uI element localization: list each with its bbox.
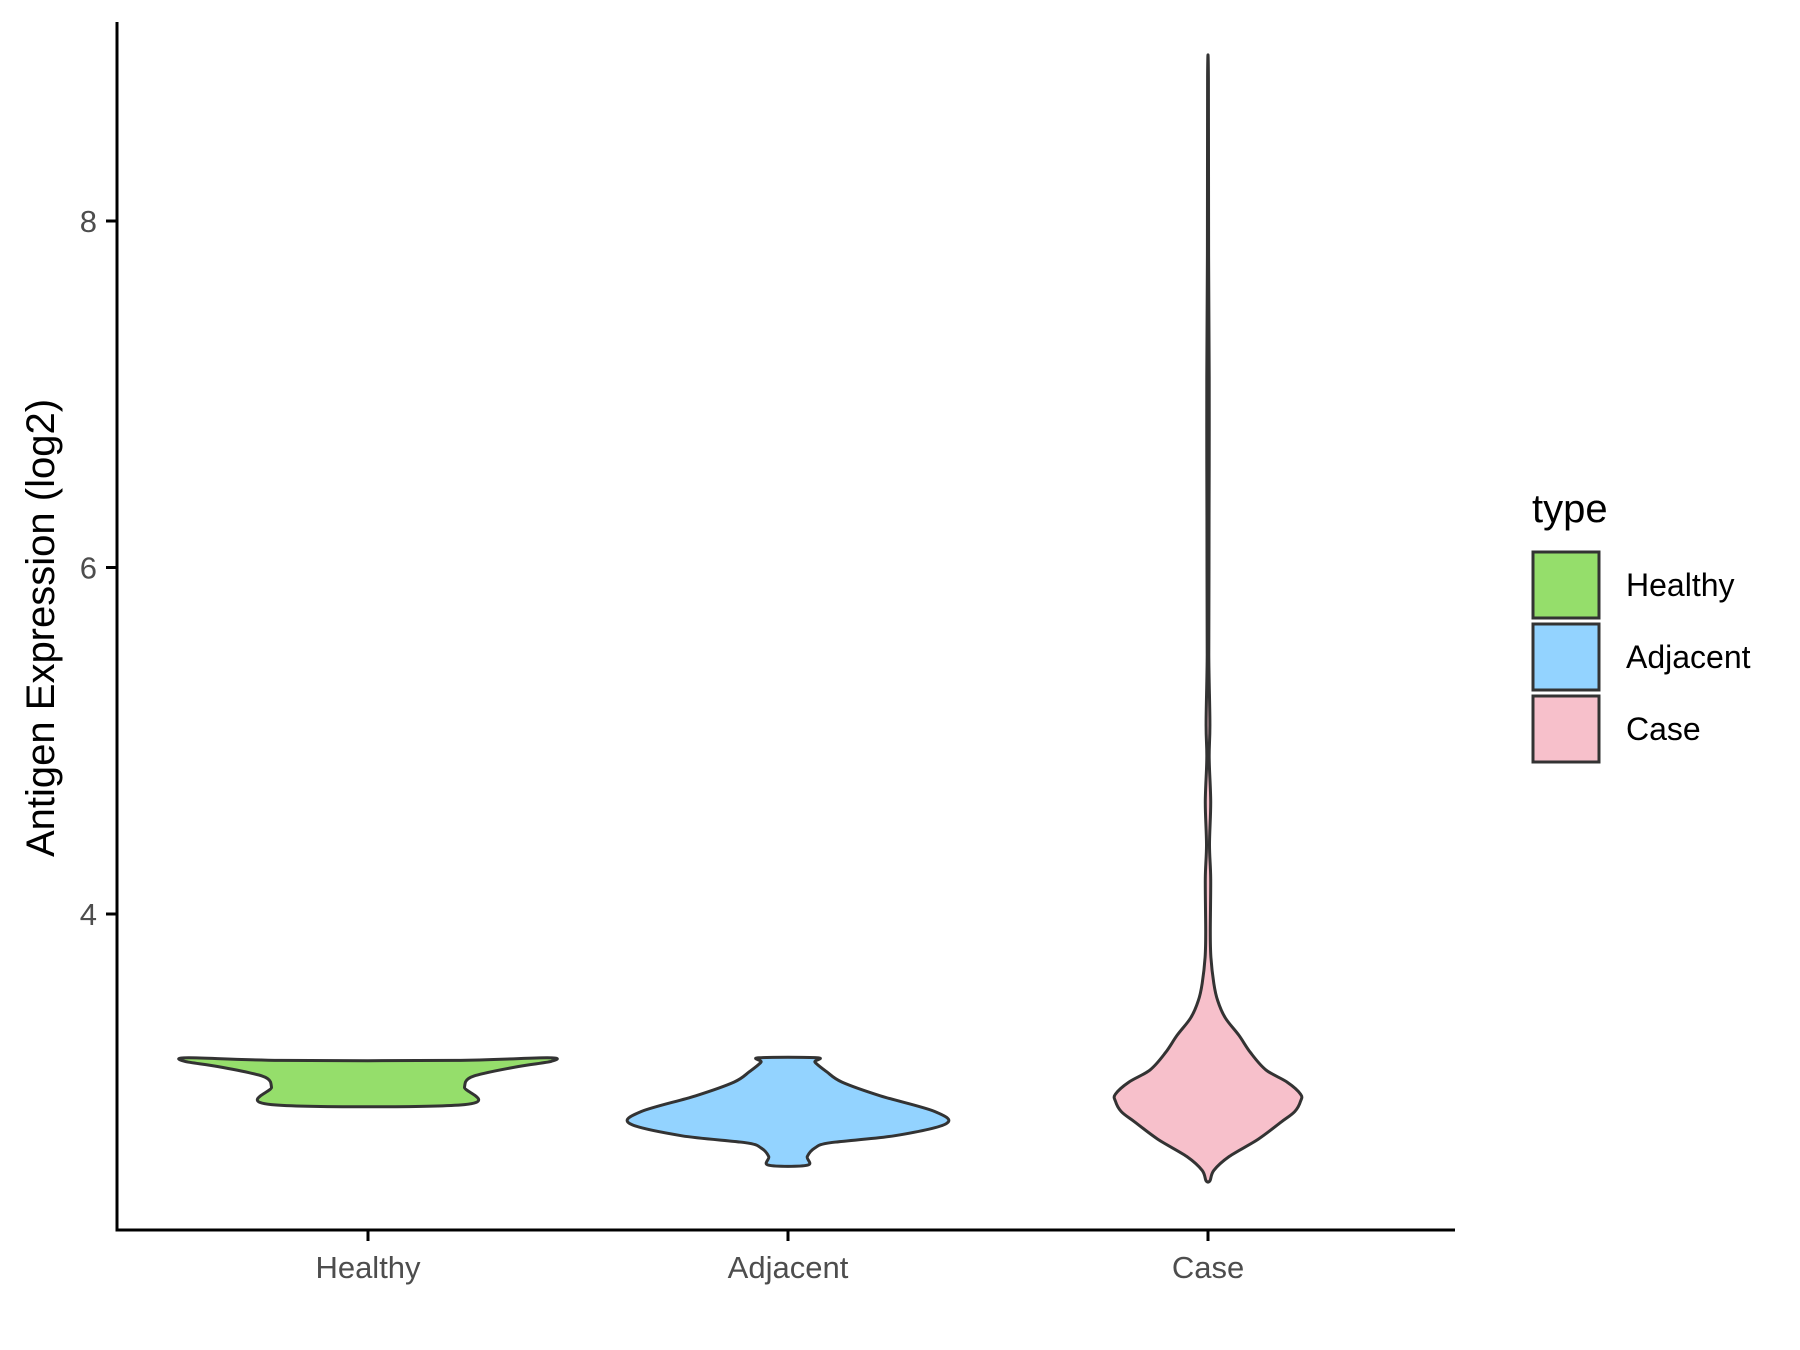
y-axis-ticks: 4 6 8 (80, 204, 117, 932)
legend-label: Healthy (1626, 567, 1735, 603)
violins-layer (177, 53, 1304, 1184)
y-tick-label: 4 (80, 897, 97, 932)
violin-adjacent (625, 1055, 951, 1168)
legend-key-adjacent (1531, 622, 1601, 692)
legend-title: type (1532, 487, 1608, 531)
legend: type Healthy Adjacent Case (1531, 487, 1751, 764)
x-tick-label: Healthy (315, 1250, 421, 1285)
violin-healthy (177, 1056, 559, 1109)
legend-label: Case (1626, 711, 1701, 747)
x-axis-ticks: Healthy Adjacent Case (315, 1230, 1244, 1285)
legend-key-healthy (1531, 550, 1601, 620)
legend-entries: Healthy Adjacent Case (1531, 550, 1751, 764)
legend-label: Adjacent (1626, 639, 1751, 675)
violin-case (1112, 53, 1304, 1184)
y-tick-label: 8 (80, 204, 97, 239)
legend-key-case (1531, 694, 1601, 764)
x-tick-label: Adjacent (728, 1250, 849, 1285)
x-tick-label: Case (1172, 1250, 1244, 1285)
y-axis-title: Antigen Expression (log2) (19, 399, 63, 857)
y-tick-label: 6 (80, 551, 97, 586)
